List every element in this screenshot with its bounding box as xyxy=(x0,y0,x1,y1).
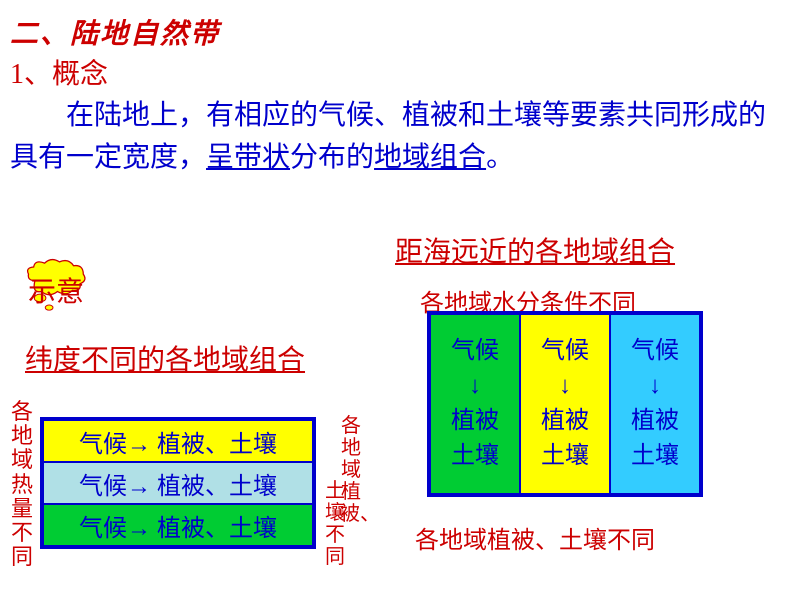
para-underline-2: 地域组合 xyxy=(374,142,486,173)
col-soil: 土壤 xyxy=(541,439,589,474)
left-row-1: 气候→ 植被、土壤 xyxy=(43,420,313,462)
para-text-end: 。 xyxy=(486,142,514,173)
para-text-mid: 分布的 xyxy=(290,142,374,173)
right-bottom-label: 各地域植被、土壤不同 xyxy=(415,520,655,555)
left-row-2: 气候→ 植被、土壤 xyxy=(43,462,313,504)
col-veg: 植被 xyxy=(541,404,589,439)
left-diagram-box: 气候→ 植被、土壤 气候→ 植被、土壤 气候→ 植被、土壤 xyxy=(40,417,316,549)
right-col-1: 气候 ↓ 植被 土壤 xyxy=(430,314,520,494)
col-climate: 气候 xyxy=(631,334,679,369)
col-climate: 气候 xyxy=(451,334,499,369)
left-row-3: 气候→ 植被、土壤 xyxy=(43,504,313,546)
col-soil: 土壤 xyxy=(631,439,679,474)
left-group-title: 纬度不同的各地域组合 xyxy=(25,338,305,378)
arrow-down-icon: ↓ xyxy=(469,369,481,404)
section-heading: 二、陆地自然带 xyxy=(10,12,220,52)
right-col-2: 气候 ↓ 植被 土壤 xyxy=(520,314,610,494)
para-underline-1: 呈带状 xyxy=(206,142,290,173)
col-veg: 植被 xyxy=(631,404,679,439)
concept-paragraph: 在陆地上，有相应的气候、植被和土壤等要素共同形成的具有一定宽度，呈带状分布的地域… xyxy=(10,95,770,179)
arrow-down-icon: ↓ xyxy=(649,369,661,404)
col-soil: 土壤 xyxy=(451,439,499,474)
col-climate: 气候 xyxy=(541,334,589,369)
right-group-title: 距海远近的各地域组合 xyxy=(395,230,675,270)
cloud-label: 示意 xyxy=(28,270,84,310)
right-diagram-box: 气候 ↓ 植被 土壤 气候 ↓ 植被 土壤 气候 ↓ 植被 土壤 xyxy=(427,311,703,497)
subsection-heading: 1、概念 xyxy=(10,52,108,92)
right-col-3: 气候 ↓ 植被 土壤 xyxy=(610,314,700,494)
col-veg: 植被 xyxy=(451,404,499,439)
arrow-down-icon: ↓ xyxy=(559,369,571,404)
right-vertical-label-2: 土壤不同 xyxy=(324,480,346,568)
left-vertical-label: 各地域热量不同 xyxy=(10,400,34,569)
